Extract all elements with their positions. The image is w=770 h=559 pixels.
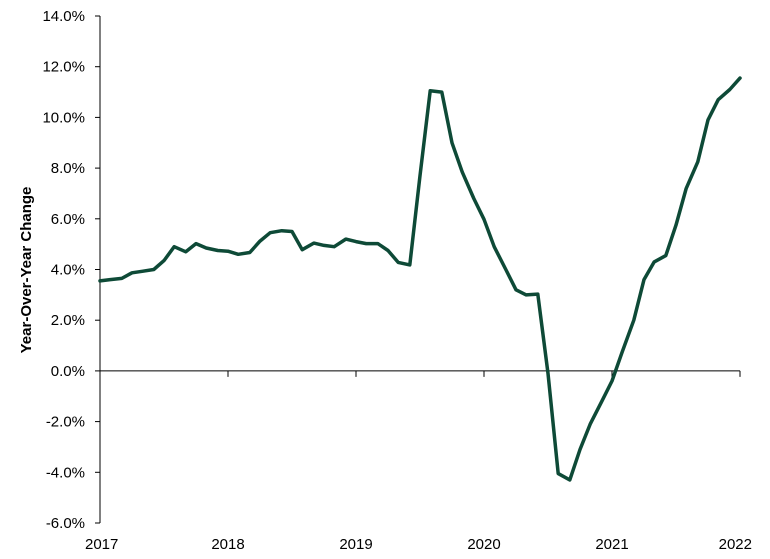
x-tick-label: 2021 xyxy=(595,536,628,553)
y-tick-label: 2.0% xyxy=(51,312,85,329)
x-axis-ticks: 2017 2018 2019 2020 2021 2022 xyxy=(85,370,752,553)
y-axis-title: Year-Over-Year Change xyxy=(18,187,35,354)
y-tick-label: -6.0% xyxy=(46,515,85,532)
x-tick-label: 2020 xyxy=(467,536,500,553)
y-tick-label: 14.0% xyxy=(42,8,85,25)
x-tick-label: 2022 xyxy=(719,536,752,553)
y-tick-label: 0.0% xyxy=(51,363,85,380)
y-tick-label: 8.0% xyxy=(51,160,85,177)
y-tick-label: -4.0% xyxy=(46,464,85,481)
y-tick-label: 4.0% xyxy=(51,262,85,279)
x-tick-label: 2017 xyxy=(85,536,118,553)
y-tick-label: 10.0% xyxy=(42,109,85,126)
axes xyxy=(99,16,740,523)
y-axis-ticks: -6.0% -4.0% -2.0% 0.0% 2.0% 4.0% 6.0% 8.0% 10.0%… xyxy=(42,8,100,532)
x-tick-label: 2018 xyxy=(211,536,244,553)
series-layer xyxy=(98,76,742,482)
x-tick-label: 2019 xyxy=(339,536,372,553)
y-tick-label: 12.0% xyxy=(42,59,85,76)
y-tick-label: -2.0% xyxy=(46,414,85,431)
y-tick-label: 6.0% xyxy=(51,211,85,228)
series-line xyxy=(98,76,742,482)
